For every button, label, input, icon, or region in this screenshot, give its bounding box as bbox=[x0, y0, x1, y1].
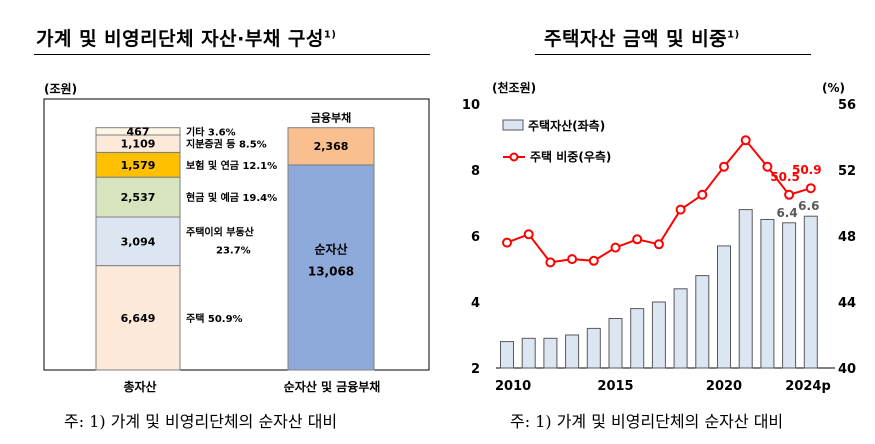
share-point-2010 bbox=[502, 237, 512, 248]
bar-2017 bbox=[651, 301, 666, 369]
category-label-other: 기타 3.6% bbox=[186, 125, 236, 138]
left-title-footnote: 1) bbox=[323, 29, 337, 41]
y-left-tick-2: 2 bbox=[471, 362, 480, 377]
bar-2019 bbox=[695, 275, 710, 369]
annotation-assets-2024: 6.6 bbox=[798, 199, 819, 213]
right-title: 주택자산 금액 및 비중1) bbox=[544, 24, 740, 51]
annotation-share-2024: 50.9 bbox=[792, 163, 822, 177]
value-label-other: 467 bbox=[127, 125, 150, 138]
share-point-2024 bbox=[805, 183, 816, 194]
value-label-securities: 1,109 bbox=[121, 138, 156, 151]
value-label-housing: 6,649 bbox=[121, 312, 156, 325]
y-left-tick-8: 8 bbox=[471, 164, 480, 179]
left-title: 가계 및 비영리단체 자산·부채 구성1) bbox=[36, 24, 336, 51]
bar-2023 bbox=[782, 222, 797, 369]
net-and-debt-segment-net_assets bbox=[287, 164, 375, 371]
value-label-other_realestate: 3,094 bbox=[121, 235, 156, 248]
x-tick-2015: 2015 bbox=[597, 379, 633, 394]
bar-2014 bbox=[586, 327, 601, 369]
share-point-2021 bbox=[740, 135, 751, 146]
bar-2018 bbox=[673, 288, 688, 369]
legend-swatch-housing-assets bbox=[502, 119, 524, 131]
bar-2020 bbox=[717, 245, 731, 369]
total-assets-segment-other bbox=[95, 127, 181, 136]
y-right-tick-40: 40 bbox=[838, 362, 856, 377]
right-title-text: 주택자산 금액 및 비중 bbox=[544, 28, 728, 50]
bar-2013 bbox=[565, 334, 580, 369]
share-point-2017 bbox=[653, 239, 664, 250]
left-title-underline bbox=[34, 54, 430, 55]
right-footnote: 주: 1) 가계 및 비영리단체의 순자산 대비 bbox=[510, 412, 784, 431]
category-label-total-assets: 총자산 bbox=[123, 379, 156, 394]
left-chart: (조원) 6,649 주택 50.9% 3,094 주택이외 부동산 23.7% 2,53… bbox=[43, 82, 430, 394]
share-point-2015 bbox=[610, 242, 621, 253]
y-left-tick-10: 10 bbox=[462, 98, 480, 113]
category-label-cash: 현금 및 예금 19.4% bbox=[186, 191, 277, 204]
bar-2021 bbox=[738, 209, 753, 369]
share-point-2023 bbox=[784, 189, 795, 200]
total-assets-segment-insurance bbox=[95, 151, 181, 178]
share-point-2022 bbox=[762, 161, 773, 172]
legend-label-housing-assets: 주택자산(좌측) bbox=[528, 118, 605, 133]
bar-2024 bbox=[803, 215, 818, 369]
y-left-unit-label: (천조원) bbox=[492, 80, 536, 95]
share-point-2016 bbox=[632, 234, 643, 245]
y-right-tick-44: 44 bbox=[838, 296, 856, 311]
legend-label-housing-share: 주택 비중(우측) bbox=[530, 149, 611, 164]
bar-2015 bbox=[608, 318, 623, 369]
y-right-tick-52: 52 bbox=[838, 164, 856, 179]
bar-2016 bbox=[630, 308, 645, 369]
annotation-assets-2023: 6.4 bbox=[776, 206, 797, 220]
share-point-2020 bbox=[719, 161, 729, 172]
share-point-2019 bbox=[697, 189, 708, 200]
y-right-unit-label: (%) bbox=[822, 81, 845, 95]
annotation-share-2023: 50.5 bbox=[770, 170, 800, 184]
bar-2011 bbox=[521, 337, 536, 369]
category-label-net-and-debt: 순자산 및 금융부채 bbox=[284, 379, 381, 394]
x-tick-2020: 2020 bbox=[706, 379, 742, 394]
share-point-2013 bbox=[567, 254, 578, 265]
category-label-financial-debt: 금융부채 bbox=[311, 111, 351, 125]
legend-marker-housing-share bbox=[509, 152, 519, 162]
category-label-housing: 주택 50.9% bbox=[186, 312, 243, 325]
total-assets-segment-housing bbox=[95, 265, 181, 371]
value-label-net-assets: 13,068 bbox=[308, 264, 354, 278]
share-point-2018 bbox=[675, 204, 686, 215]
y-right-tick-48: 48 bbox=[838, 230, 856, 245]
bar-2012 bbox=[543, 337, 558, 369]
value-label-insurance: 1,579 bbox=[121, 159, 156, 172]
category-label-net-assets: 순자산 bbox=[314, 241, 347, 256]
net-and-debt-segment-financial_debt bbox=[287, 127, 375, 166]
share-point-2011 bbox=[523, 229, 534, 240]
right-title-underline bbox=[535, 54, 811, 55]
left-title-text: 가계 및 비영리단체 자산·부채 구성 bbox=[36, 28, 324, 50]
category-label-securities: 지분증권 등 8.5% bbox=[186, 138, 267, 151]
category-share-other_realestate: 23.7% bbox=[216, 245, 251, 256]
right-title-footnote: 1) bbox=[727, 29, 740, 41]
share-point-2012 bbox=[545, 257, 556, 268]
share-point-2014 bbox=[588, 255, 599, 266]
left-footnote: 주: 1) 가계 및 비영리단체의 순자산 대비 bbox=[64, 412, 338, 431]
value-label-cash: 2,537 bbox=[121, 191, 156, 204]
category-label-insurance: 보험 및 연금 12.1% bbox=[186, 159, 277, 172]
category-label-other_realestate: 주택이외 부동산 bbox=[186, 225, 255, 238]
y-left-tick-6: 6 bbox=[471, 230, 480, 245]
right-chart: (천조원) (%) 2 4 6 8 10 40 44 48 52 56 2010 2015 2020 2… bbox=[462, 80, 856, 394]
value-label-financial-debt: 2,368 bbox=[314, 140, 349, 153]
x-tick-2024p: 2024p bbox=[785, 379, 831, 394]
total-assets-segment-cash bbox=[95, 176, 181, 218]
left-unit-label: (조원) bbox=[44, 82, 77, 96]
y-right-tick-56: 56 bbox=[838, 98, 856, 113]
legend: 주택자산(좌측) 주택 비중(우측) bbox=[502, 118, 611, 164]
bar-2022 bbox=[760, 219, 775, 369]
bar-2010 bbox=[500, 341, 514, 369]
y-left-tick-4: 4 bbox=[471, 296, 480, 311]
x-tick-2010: 2010 bbox=[495, 379, 531, 394]
